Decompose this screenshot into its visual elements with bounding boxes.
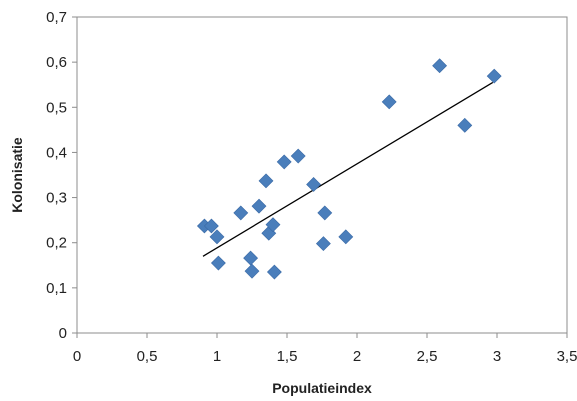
data-point <box>457 117 473 133</box>
x-tick-label: 0,5 <box>137 348 158 365</box>
y-axis-ticks: 0 0,1 0,2 0,3 0,4 0,5 0,6 0,7 <box>46 9 77 342</box>
y-tick-label: 0,7 <box>46 9 67 26</box>
data-points <box>196 58 502 280</box>
data-point <box>306 177 322 192</box>
data-point <box>266 264 282 280</box>
data-point <box>290 148 306 164</box>
data-point <box>317 205 333 221</box>
y-tick-label: 0,1 <box>46 280 67 297</box>
y-tick-label: 0,6 <box>46 54 67 71</box>
data-point <box>381 94 397 110</box>
data-point <box>233 205 249 221</box>
y-tick-label: 0,3 <box>46 190 67 207</box>
y-tick-label: 0,5 <box>46 99 67 116</box>
data-point <box>432 58 448 74</box>
data-point <box>203 218 219 234</box>
y-tick-label: 0,2 <box>46 235 67 252</box>
x-tick-label: 3 <box>493 348 501 365</box>
data-point <box>486 68 502 84</box>
data-point <box>338 229 354 245</box>
x-tick-label: 1,5 <box>277 348 298 365</box>
data-point <box>258 173 274 189</box>
data-point <box>315 236 331 252</box>
y-tick-label: 0 <box>59 325 67 342</box>
data-point <box>210 255 226 271</box>
x-tick-label: 2 <box>353 348 361 365</box>
x-tick-label: 3,5 <box>557 348 577 365</box>
data-point <box>276 154 292 170</box>
data-point <box>209 229 225 245</box>
plot-area <box>76 16 568 334</box>
y-axis-title: Kolonisatie <box>9 137 25 213</box>
x-tick-label: 0 <box>73 348 81 365</box>
y-tick-label: 0,4 <box>46 144 67 161</box>
data-point <box>251 198 267 214</box>
trendline <box>202 81 494 257</box>
x-tick-label: 1 <box>213 348 221 365</box>
x-axis-title: Populatieindex <box>272 380 372 396</box>
data-point <box>244 263 260 279</box>
x-tick-label: 2,5 <box>417 348 438 365</box>
data-point <box>243 250 259 266</box>
x-axis-ticks: 0 0,5 1 1,5 2 2,5 3 3,5 <box>73 333 577 365</box>
data-point <box>265 217 281 233</box>
